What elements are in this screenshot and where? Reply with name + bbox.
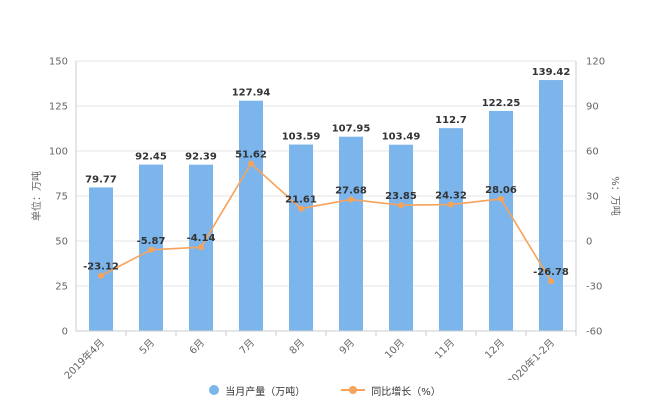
bar-value-label: 139.42 — [532, 67, 571, 78]
y-axis-title: 单位：万吨 — [30, 171, 43, 221]
bar-value-label: 79.77 — [85, 174, 117, 185]
y-tick-label: 0 — [62, 327, 68, 338]
y2-axis-title: %：万吨 — [609, 176, 622, 216]
y-tick-label: 75 — [55, 192, 68, 203]
data-labels: 79.77 92.45 92.39 127.94 103.59 107.95 103.49 1… — [83, 67, 570, 278]
line-value-label: 24.32 — [435, 191, 467, 202]
line-value-label: 27.68 — [335, 185, 367, 196]
bar-series — [89, 80, 563, 331]
legend-line-label: 同比增长（%） — [371, 386, 441, 398]
line-value-label: 51.62 — [235, 150, 267, 161]
legend: 当月产量（万吨） 同比增长（%） — [0, 381, 650, 399]
y2-tick-label: 90 — [586, 102, 599, 113]
line-value-label: -26.78 — [533, 267, 569, 278]
x-tick-label: 2020年1-2月 — [504, 336, 557, 380]
y-tick-label: 100 — [49, 147, 68, 158]
x-tick-label: 5月 — [137, 337, 157, 357]
line-point — [448, 201, 454, 208]
bar-value-label: 122.25 — [482, 98, 521, 109]
x-tick-label: 8月 — [287, 337, 307, 357]
bar — [89, 187, 113, 331]
bar — [389, 144, 413, 331]
x-tick-label: 2019年4月 — [61, 336, 107, 380]
bar-value-label: 127.94 — [232, 88, 271, 99]
line-value-label: 23.85 — [385, 191, 417, 202]
line-point — [498, 195, 504, 202]
x-tick-label: 9月 — [337, 337, 357, 357]
bar-value-label: 103.49 — [382, 132, 421, 143]
bar — [539, 80, 563, 331]
line-value-label: -23.12 — [83, 262, 119, 273]
y2-tick-label: -30 — [586, 282, 602, 293]
legend-bar-label: 当月产量（万吨） — [225, 386, 306, 398]
x-tick-label: 10月 — [383, 337, 408, 362]
bar-value-label: 92.39 — [185, 152, 217, 163]
x-tick-label: 7月 — [237, 337, 257, 357]
line-value-label: -4.14 — [187, 233, 216, 244]
y-tick-label: 25 — [55, 282, 68, 293]
bar — [339, 136, 363, 331]
line-point — [398, 202, 404, 209]
bar-value-label: 103.59 — [282, 132, 321, 143]
y-tick-label: 125 — [49, 102, 68, 113]
line-series — [98, 160, 554, 285]
x-tick-label: 11月 — [433, 337, 458, 362]
legend-item-line[interactable]: 同比增长（%） — [341, 383, 441, 398]
axes: 0 25 50 75 100 125 150 -60 -30 0 30 60 90 120 单位：万吨 %：万… — [30, 57, 622, 381]
bar-value-label: 92.45 — [135, 152, 167, 163]
bar — [439, 128, 463, 331]
line-value-label: 28.06 — [485, 185, 517, 196]
legend-item-bar[interactable]: 当月产量（万吨） — [209, 383, 305, 398]
bar — [239, 100, 263, 331]
growth-line — [100, 162, 552, 282]
y-tick-label: 50 — [55, 237, 68, 248]
line-point — [248, 160, 254, 167]
y-tick-label: 150 — [49, 57, 68, 68]
y2-tick-label: -60 — [586, 327, 602, 338]
bar — [289, 144, 313, 331]
bar-value-label: 112.7 — [435, 115, 467, 126]
x-tick-label: 12月 — [483, 337, 508, 362]
line-point — [348, 196, 354, 203]
line-value-label: -5.87 — [137, 236, 166, 247]
legend-bar-swatch — [209, 385, 220, 395]
y2-tick-label: 30 — [586, 192, 599, 203]
x-tick-label: 6月 — [187, 337, 207, 357]
chart: 79.77 92.45 92.39 127.94 103.59 107.95 103.49 1… — [30, 57, 622, 381]
line-point — [548, 278, 554, 285]
line-point — [148, 246, 154, 253]
y2-tick-label: 0 — [586, 237, 592, 248]
y2-tick-label: 120 — [586, 57, 605, 68]
bar — [489, 110, 513, 331]
line-value-label: 21.61 — [285, 195, 317, 206]
line-point — [98, 272, 104, 279]
line-point — [198, 244, 204, 251]
y2-tick-label: 60 — [586, 147, 599, 158]
bar-value-label: 107.95 — [332, 124, 371, 135]
legend-line-swatch — [341, 385, 366, 395]
line-point — [298, 205, 304, 212]
